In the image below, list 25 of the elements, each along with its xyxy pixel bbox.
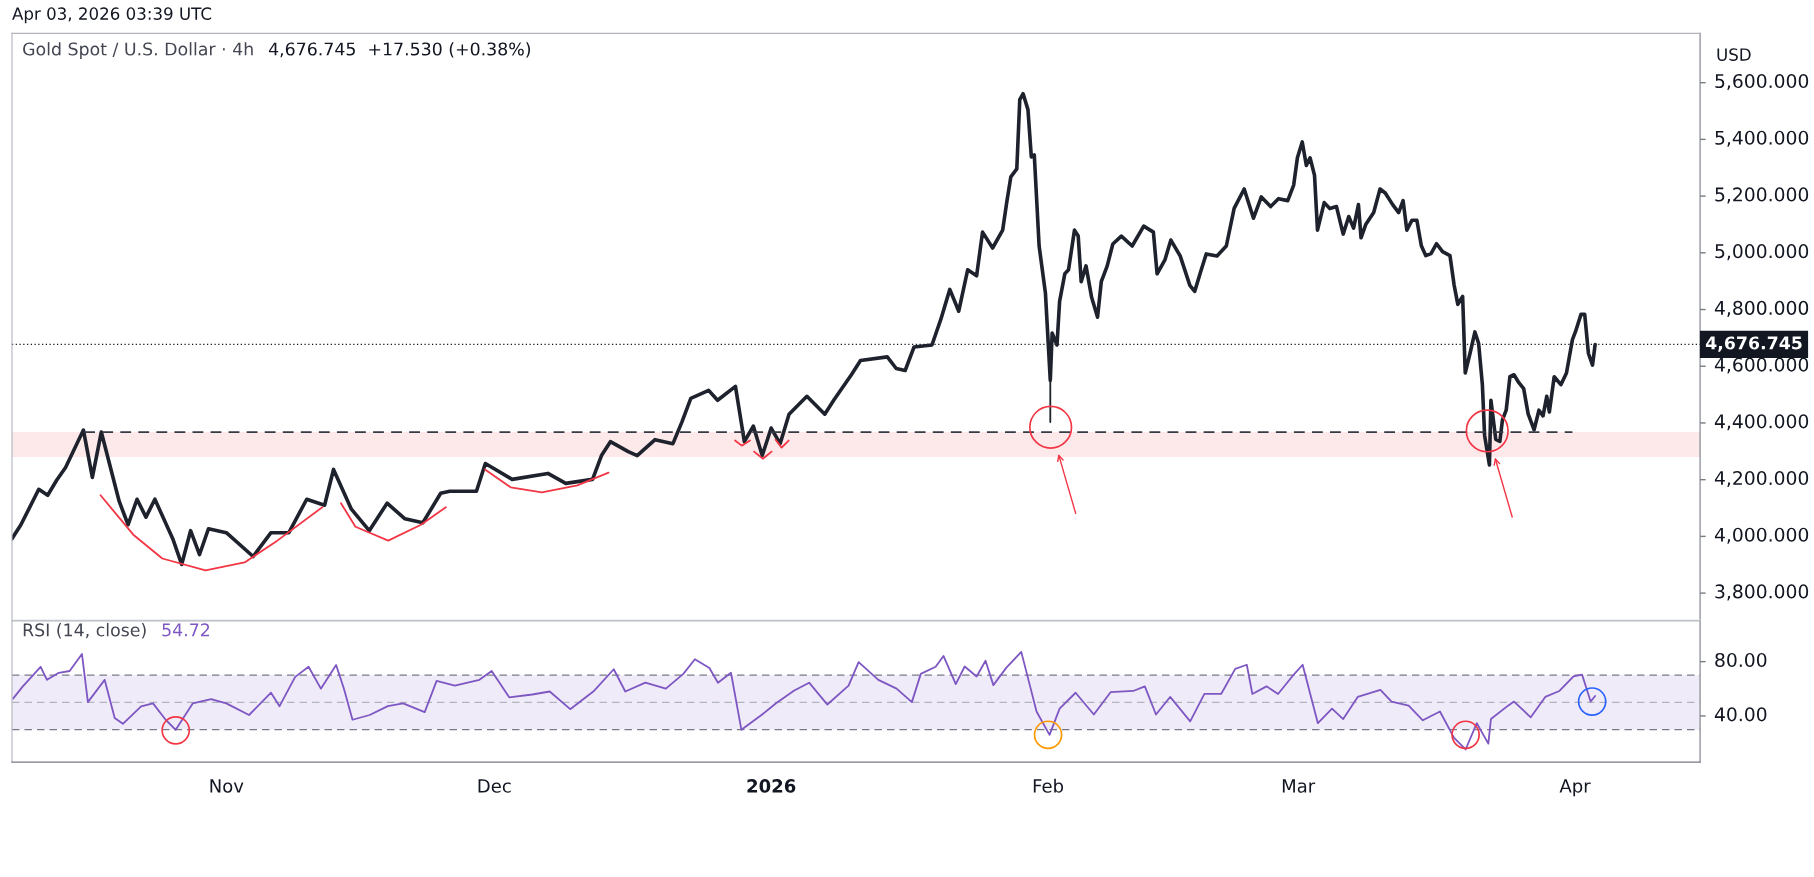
x-tick-label: 2026 [747,779,796,793]
x-tick-label: Dec [478,779,511,793]
y-tick-label: 4,600.000 [1714,357,1809,374]
y-tick-label: 5,400.000 [1715,130,1809,147]
chart-subtitle: 54.72 [162,623,210,637]
x-tick-label: Mar [1282,779,1316,793]
chart-subtitle: 4,676.745 +17.530 (+0.38%) [268,42,531,58]
x-tick-label: Nov [210,779,244,793]
text: Apr 03, 2026 03:39 UTC [12,7,212,24]
y-tick-label: 4,400.000 [1714,414,1809,431]
y-tick-label: 5,200.000 [1715,187,1809,204]
x-tick-label: Feb [1033,778,1064,793]
y-tick-label: 5,600.000 [1715,73,1809,91]
x-tick-label: Apr [1559,779,1591,797]
y-tick-label: 4,200.000 [1714,470,1809,488]
y-axis-title: USD [1717,48,1751,61]
y-tick-label: 5,000.000 [1715,244,1809,261]
chart-title: Gold Spot / U.S. Dollar · 4h [23,42,253,59]
chart-title: RSI (14, close) [23,623,146,639]
y-tick-label: 40.00 [1714,707,1767,722]
y-tick-label: 3,800.000 [1715,584,1809,601]
ref-line-label: 4,676.745 [1705,336,1802,352]
y-tick-label: 80.00 [1715,652,1767,668]
y-tick-label: 4,800.000 [1714,300,1809,317]
y-tick-label: 4,000.000 [1714,527,1809,544]
